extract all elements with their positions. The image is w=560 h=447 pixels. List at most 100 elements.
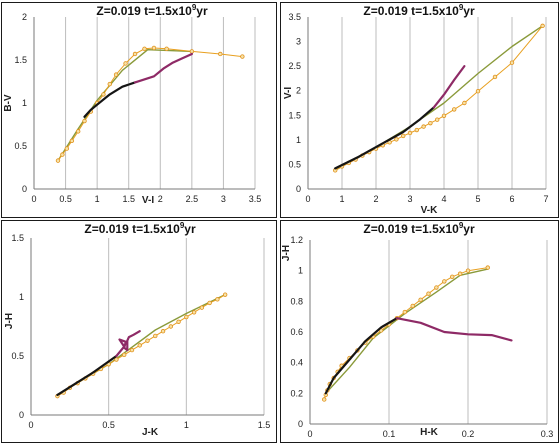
data-point (421, 124, 426, 129)
chart-jh-vs-jk: 0 0.5 1 1.5 0 0.5 1 1.5 Z=0.019 t=1.5x109yr J-K J-… (4, 221, 271, 438)
y-tick-label: 2.5 (288, 61, 301, 71)
series-line (83, 81, 137, 118)
series-line (432, 64, 466, 109)
data-point (441, 113, 447, 118)
x-tick-label: 5 (475, 194, 480, 204)
y-axis-label: B-V (3, 94, 14, 112)
data-point (207, 300, 212, 306)
y-tick-label: 3.5 (288, 12, 301, 22)
x-tick-label: 1.5 (258, 420, 271, 430)
y-tick-label: 0 (19, 410, 24, 420)
data-point (160, 329, 166, 334)
data-point (418, 297, 423, 302)
data-point (402, 309, 407, 315)
data-point (540, 23, 545, 29)
data-point (121, 352, 127, 358)
x-tick-label: 3.5 (249, 194, 262, 204)
data-point (60, 152, 65, 157)
y-tick-label: 1.5 (14, 55, 27, 65)
series-line (324, 317, 399, 395)
y-axis-label: J-H (4, 313, 15, 329)
data-point (191, 310, 197, 315)
data-point (475, 89, 481, 94)
x-tick-label: 1 (95, 194, 100, 204)
data-point (64, 146, 70, 151)
data-point (164, 46, 169, 52)
y-axis-label: V-I (283, 87, 294, 99)
y-tick-label: 3 (296, 37, 301, 47)
data-point (457, 271, 463, 276)
series-line (334, 106, 435, 170)
data-point (426, 291, 431, 296)
data-point (322, 397, 327, 402)
data-point (101, 92, 106, 97)
x-tick-label: 0 (305, 194, 310, 204)
chart-title-unit: yr (196, 4, 208, 18)
chart-panel-jh-jk: 0 0.5 1 1.5 0 0.5 1 1.5 Z=0.019 t=1.5x109yr J-K J-… (1, 220, 277, 443)
x-tick-label: 0.5 (102, 420, 115, 430)
y-tick-label: 1 (19, 292, 24, 302)
data-point (189, 49, 195, 54)
chart-title-main: Z=0.019 t=1.5x10 (84, 222, 180, 236)
data-point (137, 343, 142, 348)
data-point (55, 158, 61, 163)
data-point (218, 51, 223, 57)
y-tick-label: 0 (296, 184, 301, 194)
data-point (400, 133, 406, 139)
chart-panel-vi-vk: 0 1 2 3 4 5 6 7 0 0.5 1 1.5 2 2.5 3 3.5 Z=0.019 t=1.5x10… (280, 2, 559, 218)
y-tick-label: 0.5 (11, 351, 24, 361)
series-line (395, 317, 513, 342)
data-point (114, 357, 119, 362)
data-point (184, 314, 189, 320)
chart-vi-vs-vk: 0 1 2 3 4 5 6 7 0 0.5 1 1.5 2 2.5 3 3.5 Z=0.019 t=1.5x10… (283, 3, 549, 216)
chart-title-unit: yr (463, 222, 475, 236)
data-point (142, 46, 147, 52)
x-axis-label: V-K (421, 205, 438, 216)
data-point (199, 305, 205, 310)
data-point (69, 138, 75, 144)
data-point (509, 60, 515, 65)
y-tick-label: 1 (298, 266, 303, 276)
data-point (240, 54, 245, 59)
y-tick-label: 0.5 (14, 141, 27, 151)
y-tick-label: 1.5 (11, 233, 24, 243)
data-point (132, 51, 138, 57)
data-point (492, 74, 498, 80)
chart-title: Z=0.019 t=1.5x109yr (363, 221, 475, 236)
x-tick-label: 2 (373, 194, 378, 204)
chart-title-exponent: 9 (459, 221, 464, 230)
chart-title-main: Z=0.019 t=1.5x10 (363, 222, 459, 236)
x-tick-label: 0.2 (462, 429, 475, 439)
x-axis-label: V-I (142, 195, 154, 206)
chart-title-exponent: 9 (180, 221, 185, 230)
x-tick-label: 0 (307, 429, 312, 439)
data-point (442, 279, 447, 284)
x-tick-label: 0 (28, 420, 33, 430)
y-tick-label: 1.2 (290, 235, 303, 245)
x-tick-label: 1 (184, 420, 189, 430)
series-line (115, 330, 141, 358)
data-point (434, 285, 439, 290)
x-tick-label: 2 (158, 194, 163, 204)
data-point (414, 127, 419, 133)
data-point (222, 292, 228, 297)
y-tick-label: 0.4 (290, 358, 303, 368)
y-tick-label: 0.8 (290, 296, 303, 306)
chart-panel-bv-vi: 0 0.5 1 1.5 2 2.5 3 3.5 0 0.5 1 1.5 2 Z=0.019 t=1.5x1… (1, 2, 277, 218)
data-point (123, 61, 128, 66)
chart-title-main: Z=0.019 t=1.5x10 (363, 4, 459, 18)
data-point (129, 347, 135, 353)
y-tick-label: 0 (298, 419, 303, 429)
x-tick-label: 7 (543, 194, 548, 204)
data-point (215, 297, 220, 302)
y-tick-label: 0.5 (288, 159, 301, 169)
chart-title: Z=0.019 t=1.5x109yr (363, 3, 475, 18)
data-point (168, 324, 173, 329)
chart-panel-jh-hk: 0 0.1 0.2 0.3 0 0.2 0.4 0.6 0.8 1 1.2 Z=0.019 t=1.5… (280, 220, 559, 443)
y-tick-label: 1 (296, 135, 301, 145)
x-tick-label: 2.5 (186, 194, 199, 204)
chart-bv-vs-vi: 0 0.5 1 1.5 2 2.5 3 3.5 0 0.5 1 1.5 2 Z=0.019 t=1.5x1… (3, 3, 262, 206)
chart-title: Z=0.019 t=1.5x109yr (96, 3, 208, 18)
chart-title-unit: yr (463, 4, 475, 18)
y-tick-label: 1.5 (288, 110, 301, 120)
